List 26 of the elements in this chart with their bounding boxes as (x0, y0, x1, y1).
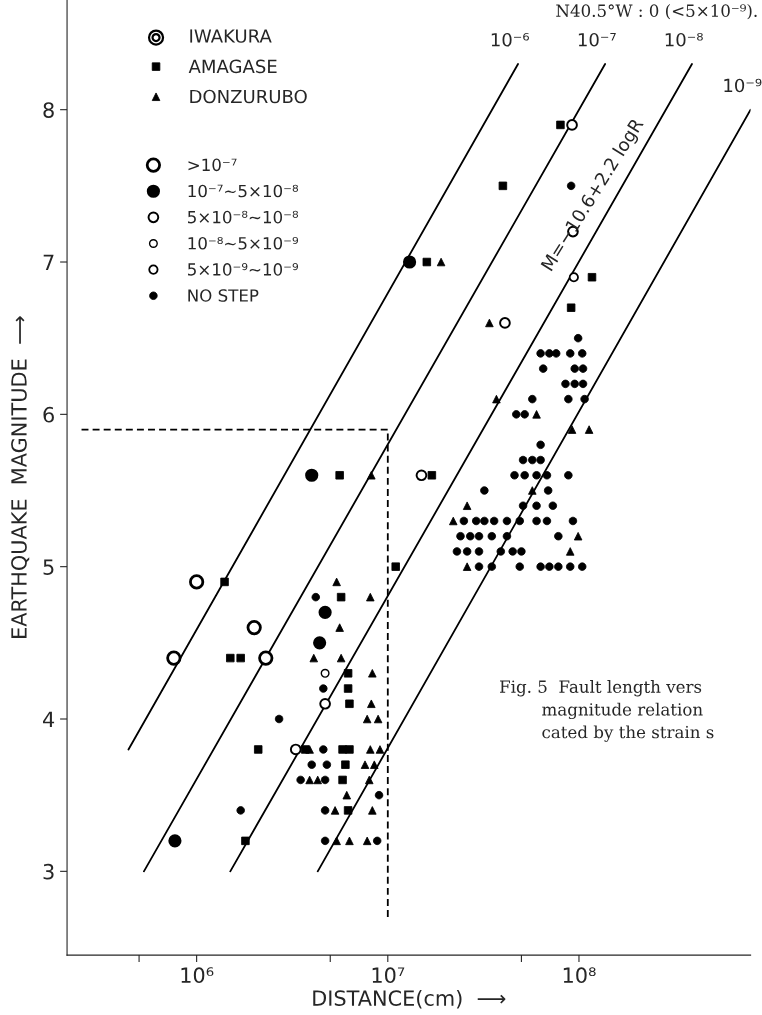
x-tick-label: 10⁸ (563, 967, 596, 984)
y-axis-title: EARTHQUAKE MAGNITUDE ⟶ (11, 316, 30, 638)
annotation: 10⁻⁸ (665, 32, 703, 47)
annotation: Fig. 5 Fault length vers magnitude relation cated by the strain s (500, 680, 714, 742)
annotation: N40.5°W : 0 (<5×10⁻⁹). (556, 4, 757, 20)
y-tick-label: 6 (43, 406, 54, 423)
annotation: 10⁻⁷ (578, 32, 616, 47)
annotation: IWAKURA (190, 29, 272, 43)
x-tick-label: 10⁶ (181, 967, 214, 984)
legend-label: 10⁻⁸∼5×10⁻⁹ (188, 236, 299, 250)
y-tick-label: 4 (43, 711, 55, 727)
y-tick-label: 7 (43, 254, 54, 270)
annotation: 10⁻⁶ (491, 32, 529, 47)
legend-label: AMAGASE (188, 59, 277, 74)
legend-label: 10⁻⁷∼5×10⁻⁸ (188, 184, 299, 198)
legend-label: >10⁻⁷ (188, 158, 237, 172)
y-tick-label: 3 (43, 863, 54, 880)
annotation: 10⁻⁹ (724, 78, 762, 93)
legend-label: NO STEP (188, 289, 259, 302)
y-tick-label: 5 (43, 559, 54, 575)
legend-label: DONZURUBO (190, 89, 307, 104)
x-tick-label: 10⁷ (372, 967, 405, 984)
x-axis-title: DISTANCE(cm) ⟶ (313, 989, 506, 1009)
y-tick-label: 8 (43, 102, 54, 118)
legend-label: 5×10⁻⁸∼10⁻⁸ (188, 210, 299, 224)
legend-label: 5×10⁻⁹∼10⁻⁹ (188, 263, 299, 276)
